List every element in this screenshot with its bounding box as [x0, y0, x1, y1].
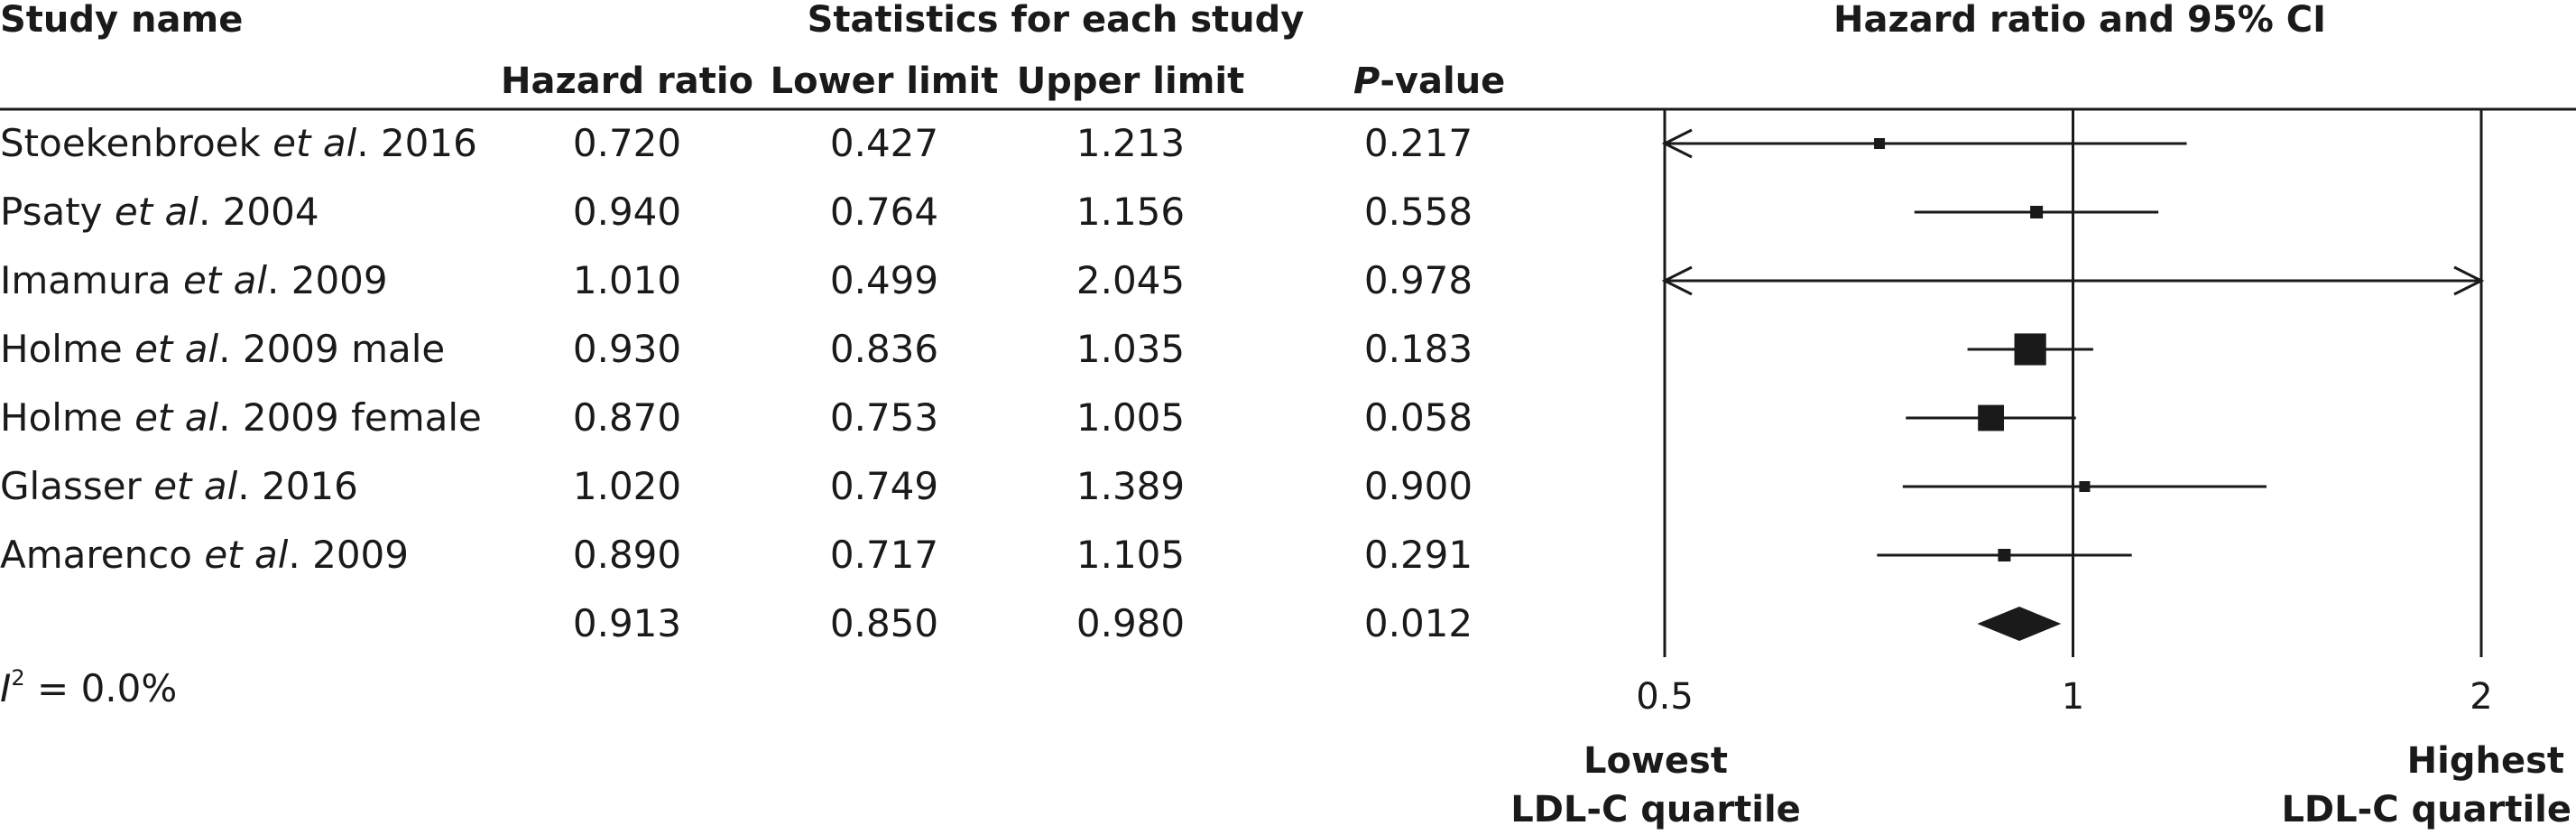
study-author: Glasser	[0, 464, 153, 508]
lower-limit-column-header: Lower limit	[771, 60, 999, 102]
study-year: . 2009	[267, 258, 388, 302]
point-estimate-marker	[1998, 549, 2011, 561]
p-value-cell: 0.217	[1364, 121, 1473, 165]
plot-title: Hazard ratio and 95% CI	[1833, 0, 2326, 41]
study-year: . 2004	[199, 190, 319, 234]
statistics-group-header: Statistics for each study	[808, 0, 1305, 41]
study-author: Amarenco	[0, 533, 204, 577]
study-rows: Stoekenbroek et al. 2016 0.720 0.427 1.2…	[0, 121, 1473, 577]
study-year: . 2009 female	[218, 395, 482, 440]
p-value-cell: 0.058	[1364, 395, 1473, 440]
x-tick-label: 0.5	[1636, 676, 1694, 718]
hazard-ratio-cell: 0.890	[573, 533, 681, 577]
hazard-ratio-cell: 1.010	[573, 258, 681, 302]
study-name-header: Study name	[0, 0, 243, 41]
lower-limit-cell: 0.749	[830, 464, 938, 508]
upper-limit-cell: 2.045	[1076, 258, 1185, 302]
p-value-cell: 0.900	[1364, 464, 1473, 508]
study-etal: et al	[134, 327, 218, 371]
i-squared-value: = 0.0%	[25, 666, 178, 710]
upper-limit-cell: 1.156	[1076, 190, 1185, 234]
point-estimate-marker	[2030, 206, 2044, 218]
point-estimate-marker	[2014, 333, 2046, 366]
right-direction-label-line1: Highest	[2407, 740, 2564, 782]
upper-limit-cell: 1.213	[1076, 121, 1185, 165]
pooled-p-value: 0.012	[1364, 601, 1473, 645]
study-name: Holme et al. 2009 male	[0, 327, 445, 371]
point-estimate-marker	[2079, 481, 2091, 492]
p-value-cell: 0.558	[1364, 190, 1473, 234]
ci-arrow-right	[2453, 265, 2485, 296]
x-tick-label: 2	[2470, 676, 2492, 718]
study-author: Holme	[0, 395, 134, 440]
lower-limit-cell: 0.764	[830, 190, 938, 234]
left-direction-label-line2: LDL-C quartile	[1510, 789, 1801, 830]
upper-limit-cell: 1.035	[1076, 327, 1185, 371]
lower-limit-cell: 0.753	[830, 395, 938, 440]
p-value-header-italic: P	[1353, 60, 1380, 102]
hazard-ratio-cell: 0.930	[573, 327, 681, 371]
study-year: . 2016	[356, 121, 477, 165]
study-author: Imamura	[0, 258, 183, 302]
lower-limit-cell: 0.427	[830, 121, 938, 165]
study-etal: et al	[134, 395, 218, 440]
pooled-estimate-diamond	[1977, 607, 2062, 641]
study-name: Glasser et al. 2016	[0, 464, 358, 508]
i-squared-superscript: 2	[11, 665, 24, 691]
ci-arrow-left	[1661, 265, 1693, 296]
lower-limit-cell: 0.836	[830, 327, 938, 371]
study-author: Holme	[0, 327, 134, 371]
point-estimate-marker	[1874, 138, 1886, 149]
upper-limit-column-header: Upper limit	[1017, 60, 1244, 102]
pooled-upper-limit: 0.980	[1076, 601, 1185, 645]
p-value-cell: 0.291	[1364, 533, 1473, 577]
study-etal: et al	[204, 533, 288, 577]
lower-limit-cell: 0.499	[830, 258, 938, 302]
ci-arrow-left	[1661, 128, 1693, 159]
study-etal: et al	[115, 190, 199, 234]
upper-limit-cell: 1.105	[1076, 533, 1185, 577]
hazard-ratio-cell: 1.020	[573, 464, 681, 508]
study-author: Stoekenbroek	[0, 121, 272, 165]
upper-limit-cell: 1.389	[1076, 464, 1185, 508]
p-value-cell: 0.183	[1364, 327, 1473, 371]
p-value-column-header: P-value	[1353, 60, 1505, 102]
pooled-row: 0.913 0.850 0.980 0.012	[573, 601, 1473, 645]
study-author: Psaty	[0, 190, 115, 234]
study-year: . 2009	[288, 533, 409, 577]
p-value-cell: 0.978	[1364, 258, 1473, 302]
left-direction-label-line1: Lowest	[1583, 740, 1728, 782]
pooled-lower-limit: 0.850	[830, 601, 938, 645]
hazard-ratio-cell: 0.720	[573, 121, 681, 165]
study-etal: et al	[272, 121, 356, 165]
study-name: Stoekenbroek et al. 2016	[0, 121, 477, 165]
hazard-ratio-cell: 0.940	[573, 190, 681, 234]
x-tick-label: 1	[2062, 676, 2084, 718]
study-etal: et al	[153, 464, 237, 508]
plot-area: 0.5 1 2	[1636, 109, 2493, 718]
study-name: Psaty et al. 2004	[0, 190, 319, 234]
point-estimate-marker	[1978, 404, 2004, 431]
right-direction-label-line2: LDL-C quartile	[2281, 789, 2571, 830]
hazard-ratio-cell: 0.870	[573, 395, 681, 440]
study-name: Amarenco et al. 2009	[0, 533, 409, 577]
study-name: Holme et al. 2009 female	[0, 395, 482, 440]
i-squared-symbol: I	[0, 666, 11, 710]
study-year: . 2016	[237, 464, 358, 508]
heterogeneity-statistic: I2 = 0.0%	[0, 665, 177, 710]
hazard-ratio-column-header: Hazard ratio	[501, 60, 753, 102]
upper-limit-cell: 1.005	[1076, 395, 1185, 440]
p-value-header-suffix: -value	[1380, 60, 1505, 102]
study-name: Imamura et al. 2009	[0, 258, 388, 302]
lower-limit-cell: 0.717	[830, 533, 938, 577]
pooled-hazard-ratio: 0.913	[573, 601, 681, 645]
study-year: . 2009 male	[218, 327, 445, 371]
study-etal: et al	[183, 258, 267, 302]
